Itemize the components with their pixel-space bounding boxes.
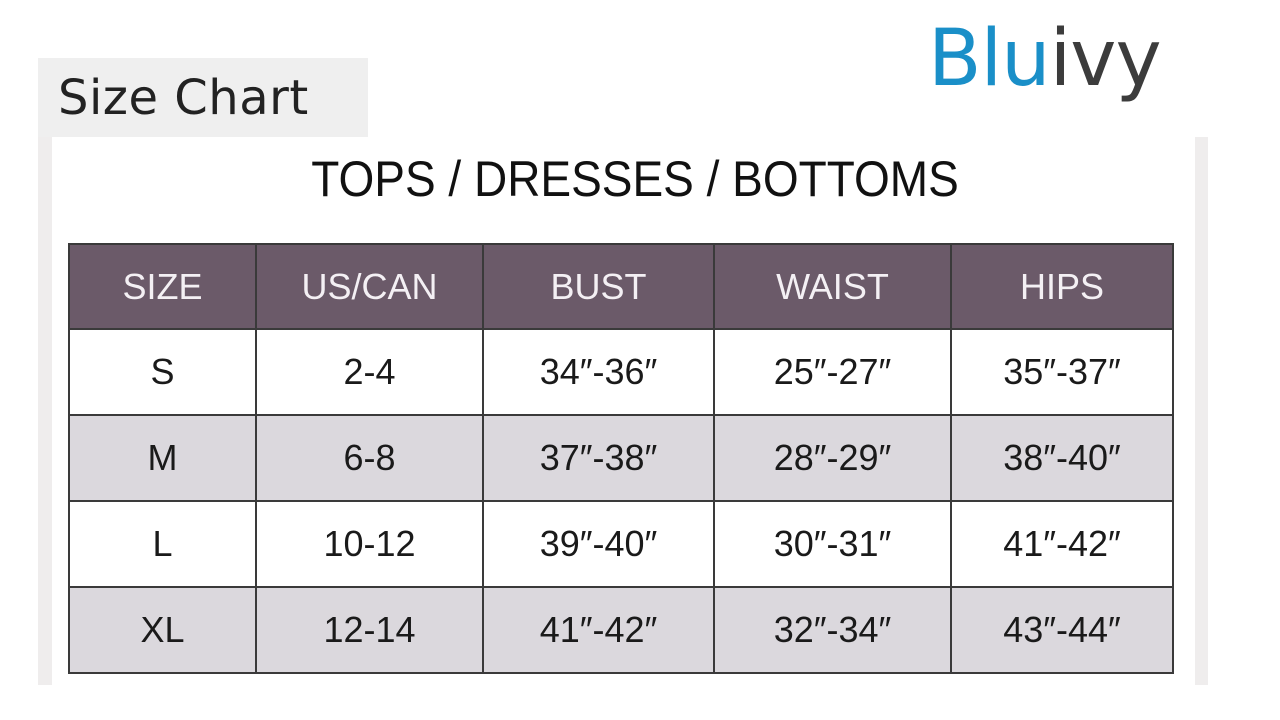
- table-cell: 37″-38″: [482, 414, 715, 502]
- column-header: BUST: [482, 243, 715, 330]
- table-cell: 30″-31″: [713, 500, 952, 588]
- table-cell: XL: [68, 586, 257, 674]
- table-cell: S: [68, 328, 257, 416]
- column-header: HIPS: [950, 243, 1174, 330]
- table-cell: 38″-40″: [950, 414, 1174, 502]
- table-cell: 12-14: [255, 586, 484, 674]
- table-cell: 34″-36″: [482, 328, 715, 416]
- table-cell: 25″-27″: [713, 328, 952, 416]
- table-row: S 2-4 34″-36″ 25″-27″ 35″-37″: [68, 328, 1174, 416]
- table-row: XL 12-14 41″-42″ 32″-34″ 43″-44″: [68, 586, 1174, 674]
- table-row: L 10-12 39″-40″ 30″-31″ 41″-42″: [68, 500, 1174, 588]
- title-box: Size Chart: [38, 58, 368, 138]
- table-cell: 35″-37″: [950, 328, 1174, 416]
- table-cell: L: [68, 500, 257, 588]
- page-title: Size Chart: [58, 70, 309, 126]
- table-cell: 6-8: [255, 414, 484, 502]
- table-cell: 39″-40″: [482, 500, 715, 588]
- column-header: SIZE: [68, 243, 257, 330]
- column-header: US/CAN: [255, 243, 484, 330]
- table-cell: 41″-42″: [482, 586, 715, 674]
- table-cell: M: [68, 414, 257, 502]
- table-header-row: SIZE US/CAN BUST WAIST HIPS: [68, 243, 1174, 330]
- table-row: M 6-8 37″-38″ 28″-29″ 38″-40″: [68, 414, 1174, 502]
- table-cell: 28″-29″: [713, 414, 952, 502]
- table-cell: 32″-34″: [713, 586, 952, 674]
- column-header: WAIST: [713, 243, 952, 330]
- size-table: SIZE US/CAN BUST WAIST HIPS S 2-4 34″-36″ 25″-2…: [68, 243, 1174, 674]
- brand-logo: Bluivy: [928, 14, 1162, 104]
- table-cell: 41″-42″: [950, 500, 1174, 588]
- chart-title: TOPS / DRESSES / BOTTOMS: [311, 151, 959, 207]
- logo-blu: Blu: [928, 14, 1051, 104]
- table-cell: 43″-44″: [950, 586, 1174, 674]
- table-cell: 2-4: [255, 328, 484, 416]
- logo-ivy: ivy: [1049, 14, 1162, 104]
- table-cell: 10-12: [255, 500, 484, 588]
